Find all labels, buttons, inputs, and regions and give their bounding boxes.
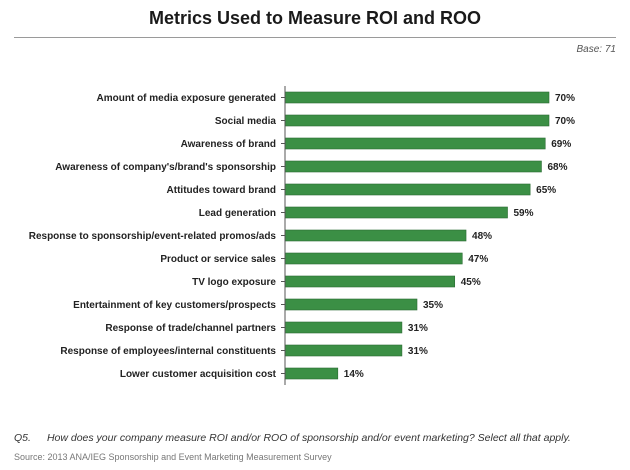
data-label: 69% <box>551 139 571 150</box>
data-label: 70% <box>555 116 575 127</box>
category-label: TV logo exposure <box>192 277 276 288</box>
category-label: Awareness of company's/brand's sponsorsh… <box>55 162 276 173</box>
data-label: 65% <box>536 185 556 196</box>
bar <box>284 367 339 380</box>
bar <box>284 252 463 265</box>
bar <box>284 160 542 173</box>
category-label: Lower customer acquisition cost <box>120 369 277 380</box>
category-label: Amount of media exposure generated <box>97 93 276 104</box>
bar <box>284 229 467 242</box>
bar <box>284 344 403 357</box>
title-divider <box>14 37 616 38</box>
category-label: Awareness of brand <box>181 139 276 150</box>
data-label: 31% <box>408 323 428 334</box>
bar <box>284 321 403 334</box>
data-label: 14% <box>344 369 364 380</box>
data-label: 70% <box>555 93 575 104</box>
category-label: Social media <box>215 116 277 127</box>
question-text: How does your company measure ROI and/or… <box>46 432 571 444</box>
category-label: Lead generation <box>199 208 276 219</box>
category-label: Response of trade/channel partners <box>105 323 276 334</box>
data-label: 47% <box>468 254 488 265</box>
category-label: Entertainment of key customers/prospects <box>73 300 276 311</box>
base-note: Base: 71 <box>576 44 616 55</box>
category-label: Product or service sales <box>160 254 276 265</box>
question-number: Q5. <box>14 432 31 444</box>
bar <box>284 298 418 311</box>
chart-title: Metrics Used to Measure ROI and ROO <box>148 8 482 28</box>
bar <box>284 275 456 288</box>
data-label: 68% <box>547 162 567 173</box>
bar <box>284 137 546 150</box>
bar <box>284 183 531 196</box>
category-label: Response to sponsorship/event-related pr… <box>29 231 277 242</box>
bar-chart: Amount of media exposure generated 70% Soc… <box>29 86 575 385</box>
bar <box>284 206 508 219</box>
data-label: 31% <box>408 346 428 357</box>
category-label: Response of employees/internal constitue… <box>60 346 276 357</box>
source-note: Source: 2013 ANA/IEG Sponsorship and Eve… <box>14 452 332 462</box>
data-label: 35% <box>423 300 443 311</box>
survey-question: Q5. How does your company measure ROI and… <box>14 432 571 444</box>
bar <box>284 91 550 104</box>
data-label: 45% <box>461 277 481 288</box>
bar <box>284 114 550 127</box>
category-label: Attitudes toward brand <box>167 185 276 196</box>
data-label: 48% <box>472 231 492 242</box>
data-label: 59% <box>514 208 534 219</box>
